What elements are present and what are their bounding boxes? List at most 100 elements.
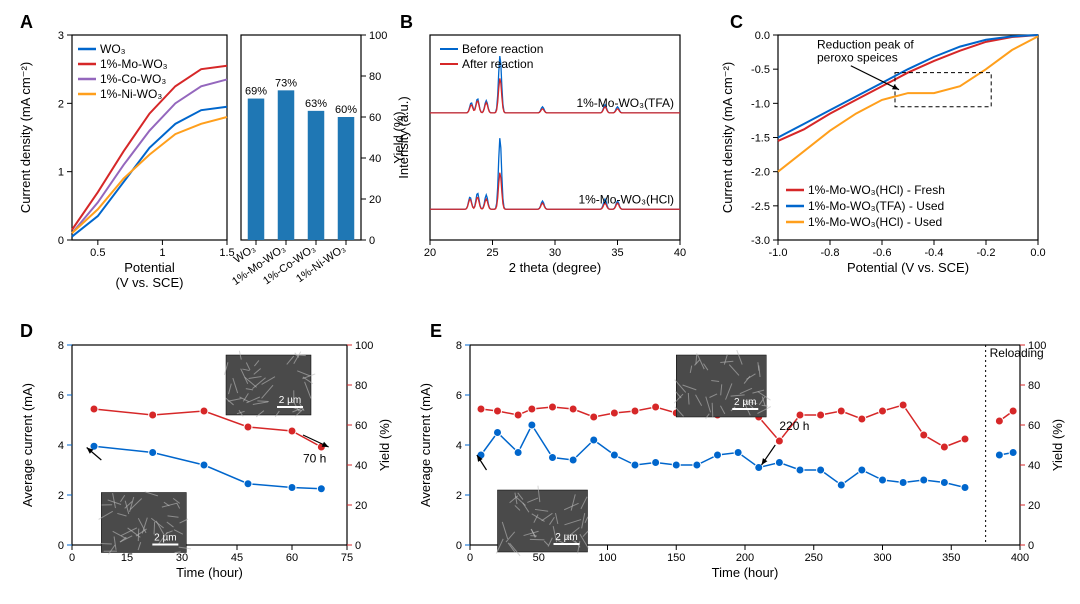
svg-text:63%: 63%	[305, 98, 327, 110]
svg-text:60: 60	[369, 112, 381, 124]
svg-text:40: 40	[1028, 460, 1040, 472]
svg-text:25: 25	[486, 247, 498, 259]
svg-text:C: C	[730, 12, 743, 32]
svg-text:100: 100	[355, 340, 373, 352]
svg-text:E: E	[430, 321, 442, 341]
svg-text:40: 40	[674, 247, 686, 259]
svg-text:40: 40	[355, 460, 367, 472]
svg-text:20: 20	[355, 500, 367, 512]
svg-text:8: 8	[456, 340, 462, 352]
svg-text:4: 4	[456, 440, 462, 452]
svg-text:20: 20	[1028, 500, 1040, 512]
svg-text:2: 2	[58, 98, 64, 110]
svg-text:-2.5: -2.5	[751, 201, 770, 213]
svg-text:2 theta (degree): 2 theta (degree)	[509, 260, 602, 275]
svg-text:1%-Mo-WO₃(TFA) - Used: 1%-Mo-WO₃(TFA) - Used	[808, 199, 944, 213]
svg-text:Average current (mA): Average current (mA)	[20, 383, 35, 507]
svg-text:2: 2	[58, 490, 64, 502]
svg-text:75: 75	[341, 552, 353, 564]
svg-text:73%: 73%	[275, 77, 297, 89]
svg-text:20: 20	[369, 194, 381, 206]
svg-text:1%-Mo-WO₃(HCl) - Fresh: 1%-Mo-WO₃(HCl) - Fresh	[808, 183, 945, 197]
legend-item: WO₃	[100, 42, 126, 56]
svg-text:D: D	[20, 321, 33, 341]
svg-text:4: 4	[58, 440, 64, 452]
svg-text:Time (hour): Time (hour)	[176, 565, 243, 580]
svg-text:Yield (%): Yield (%)	[1050, 419, 1065, 471]
svg-text:0.0: 0.0	[1030, 247, 1045, 259]
svg-text:-3.0: -3.0	[751, 235, 770, 247]
svg-text:60: 60	[1028, 420, 1040, 432]
svg-text:-0.6: -0.6	[873, 247, 892, 259]
svg-text:-1.0: -1.0	[769, 247, 788, 259]
svg-text:35: 35	[611, 247, 623, 259]
svg-text:1%-Mo-WO₃(HCl) - Used: 1%-Mo-WO₃(HCl) - Used	[808, 215, 942, 229]
svg-text:-0.8: -0.8	[821, 247, 840, 259]
svg-text:2 µm: 2 µm	[279, 395, 301, 406]
svg-text:2 µm: 2 µm	[555, 532, 577, 543]
svg-text:80: 80	[369, 71, 381, 83]
svg-text:60: 60	[286, 552, 298, 564]
svg-text:0: 0	[69, 552, 75, 564]
svg-text:15: 15	[121, 552, 133, 564]
svg-text:Reloading: Reloading	[990, 346, 1044, 360]
svg-text:69%: 69%	[245, 86, 267, 98]
svg-text:0: 0	[467, 552, 473, 564]
svg-text:60%: 60%	[335, 104, 357, 116]
svg-text:220 h: 220 h	[779, 419, 809, 433]
svg-text:3: 3	[58, 30, 64, 42]
svg-text:8: 8	[58, 340, 64, 352]
legend-item: 1%-Mo-WO₃	[100, 57, 168, 71]
svg-text:1%-Mo-WO₃(HCl): 1%-Mo-WO₃(HCl)	[578, 192, 674, 206]
svg-text:2 µm: 2 µm	[154, 533, 176, 544]
svg-text:60: 60	[355, 420, 367, 432]
svg-text:0: 0	[456, 540, 462, 552]
svg-text:0: 0	[58, 540, 64, 552]
svg-text:1: 1	[159, 247, 165, 259]
svg-text:150: 150	[667, 552, 685, 564]
svg-text:100: 100	[369, 30, 387, 42]
svg-text:Potential (V vs. SCE): Potential (V vs. SCE)	[847, 260, 969, 275]
svg-text:Before reaction: Before reaction	[462, 42, 543, 56]
svg-text:Potential: Potential	[124, 260, 175, 275]
svg-text:1%-Mo-WO₃(TFA): 1%-Mo-WO₃(TFA)	[576, 96, 674, 110]
svg-text:400: 400	[1011, 552, 1029, 564]
svg-text:50: 50	[533, 552, 545, 564]
legend-item: 1%-Ni-WO₃	[100, 87, 162, 101]
svg-text:2: 2	[456, 490, 462, 502]
svg-text:0.0: 0.0	[755, 30, 770, 42]
svg-text:Intensity (a.u.): Intensity (a.u.)	[396, 96, 411, 178]
bar	[278, 90, 295, 240]
svg-text:0: 0	[369, 235, 375, 247]
svg-text:Yield (%): Yield (%)	[377, 419, 392, 471]
svg-text:0.5: 0.5	[90, 247, 105, 259]
svg-text:Average current (mA): Average current (mA)	[418, 383, 433, 507]
svg-text:peroxo speices: peroxo speices	[817, 51, 898, 65]
svg-text:0: 0	[355, 540, 361, 552]
svg-text:0: 0	[58, 235, 64, 247]
svg-text:350: 350	[942, 552, 960, 564]
svg-text:-0.5: -0.5	[751, 64, 770, 76]
svg-text:-1.5: -1.5	[751, 133, 770, 145]
svg-text:100: 100	[598, 552, 616, 564]
svg-text:30: 30	[549, 247, 561, 259]
svg-text:80: 80	[1028, 380, 1040, 392]
svg-text:After reaction: After reaction	[462, 57, 533, 71]
svg-text:-0.2: -0.2	[977, 247, 996, 259]
legend-item: 1%-Co-WO₃	[100, 72, 166, 86]
svg-text:70 h: 70 h	[303, 452, 326, 466]
svg-text:6: 6	[456, 390, 462, 402]
bar	[338, 117, 355, 240]
svg-text:(V vs. SCE): (V vs. SCE)	[116, 275, 184, 290]
svg-text:1: 1	[58, 167, 64, 179]
bar	[248, 99, 265, 240]
svg-text:Reduction peak of: Reduction peak of	[817, 38, 914, 52]
svg-text:-0.4: -0.4	[925, 247, 944, 259]
svg-text:250: 250	[805, 552, 823, 564]
svg-text:-2.0: -2.0	[751, 167, 770, 179]
svg-text:-1.0: -1.0	[751, 98, 770, 110]
svg-text:45: 45	[231, 552, 243, 564]
svg-text:Current density (mA cm⁻²): Current density (mA cm⁻²)	[18, 62, 33, 213]
svg-text:20: 20	[424, 247, 436, 259]
svg-text:6: 6	[58, 390, 64, 402]
